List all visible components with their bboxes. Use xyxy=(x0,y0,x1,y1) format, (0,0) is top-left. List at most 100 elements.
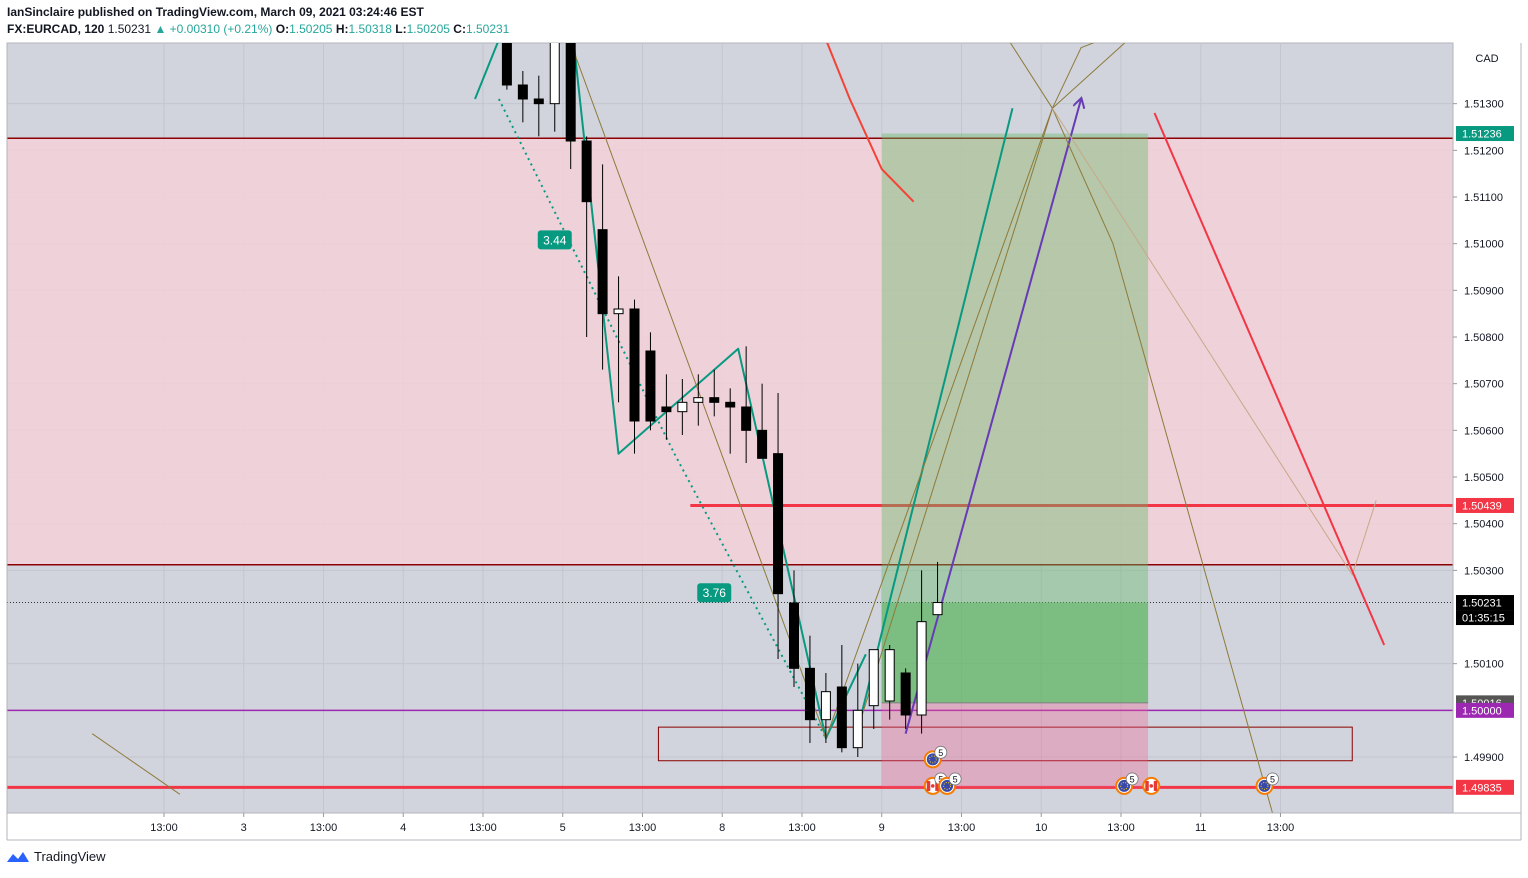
ca-flag-right xyxy=(1153,780,1158,791)
candle-bear xyxy=(789,602,799,669)
ratio-label-bg xyxy=(537,230,572,250)
candle-bear xyxy=(757,429,768,459)
ca-flag-left xyxy=(926,780,931,791)
maple-leaf-icon xyxy=(1149,784,1154,788)
eur-event-icon[interactable]: 5 xyxy=(938,772,962,795)
price-tag: 01:35:15 xyxy=(1456,610,1514,626)
eu-flag-icon xyxy=(926,753,939,766)
x-tick-label: 5 xyxy=(560,822,566,834)
time-axis xyxy=(7,813,1521,840)
eur-event-icon[interactable]: 5 xyxy=(1115,772,1139,795)
event-count-badge xyxy=(1266,772,1279,786)
candle-bull xyxy=(613,308,624,315)
y-tick-label: 1.50300 xyxy=(1464,565,1504,577)
open-label: O: xyxy=(275,22,290,36)
candle-bear xyxy=(741,406,752,431)
x-tick-label: 13:00 xyxy=(788,822,816,834)
candle-bear xyxy=(804,667,815,721)
supply-zone xyxy=(7,138,1453,565)
low-value: 1.50205 xyxy=(406,22,450,36)
eur-event-icon[interactable]: 5 xyxy=(1255,772,1279,795)
cad-event-icon[interactable] xyxy=(1142,776,1161,795)
candle-bear xyxy=(629,308,640,422)
y-tick-label: 1.50600 xyxy=(1464,425,1504,437)
event-count-badge xyxy=(948,772,962,786)
candle-bear xyxy=(900,672,911,716)
price-tag-bg xyxy=(1456,610,1514,626)
x-tick-label: 4 xyxy=(400,822,406,834)
event-count: 5 xyxy=(953,774,958,784)
candle-bull xyxy=(932,602,943,616)
candle-bull xyxy=(549,43,560,105)
open-value: 1.50205 xyxy=(289,22,333,36)
x-tick-label: 13:00 xyxy=(469,822,497,834)
price-tag-bg xyxy=(1456,702,1514,718)
event-count-badge xyxy=(934,745,948,759)
price-tag: 1.50000 xyxy=(1456,702,1514,718)
y-tick-label: 1.49900 xyxy=(1464,752,1504,764)
olive-3 xyxy=(1009,43,1095,109)
tradingview-brand: TradingView xyxy=(34,849,106,864)
event-count: 5 xyxy=(938,748,943,758)
eu-stars-icon xyxy=(1120,781,1129,790)
publisher-line: IanSinclaire published on TradingView.co… xyxy=(7,5,424,19)
eu-stars-icon xyxy=(1260,781,1269,790)
demand-box xyxy=(657,726,1353,762)
price-axis xyxy=(1453,43,1521,813)
price-tag-text: 1.50439 xyxy=(1462,500,1502,512)
position-stop-zone xyxy=(881,702,1149,788)
candle-bear xyxy=(501,43,512,86)
price-tag-bg xyxy=(1456,595,1514,611)
price-tag-text: 1.51236 xyxy=(1462,129,1502,141)
symbol-line: FX:EURCAD, 120 1.50231 ▲ +0.00310 (+0.21… xyxy=(7,22,509,36)
candle-bull xyxy=(820,691,831,721)
ca-flag-left xyxy=(1145,780,1149,791)
candle-bear xyxy=(661,406,672,413)
candle-bear xyxy=(709,397,720,403)
eu-flag-icon xyxy=(1118,779,1131,792)
x-tick-label: 13:00 xyxy=(310,822,338,834)
candle-bull xyxy=(677,401,688,413)
price-tag-text: 1.49835 xyxy=(1462,782,1502,794)
y-tick-label: 1.50400 xyxy=(1464,519,1504,531)
event-count: 5 xyxy=(938,774,943,784)
y-tick-label: 1.50700 xyxy=(1464,379,1504,391)
high-value: 1.50318 xyxy=(348,22,392,36)
eu-flag-icon xyxy=(1258,779,1271,792)
candle-bear xyxy=(565,43,576,142)
event-count: 5 xyxy=(1130,774,1135,784)
price-tag: 1.49835 xyxy=(1456,779,1514,795)
low-label: L: xyxy=(395,22,407,36)
x-tick-label: 13:00 xyxy=(150,822,178,834)
x-tick-label: 13:00 xyxy=(948,822,976,834)
purple-arrow xyxy=(904,99,1082,734)
x-tick-label: 13:00 xyxy=(1267,822,1295,834)
x-tick-label: 10 xyxy=(1035,822,1047,834)
ratio-label-bg xyxy=(697,583,732,603)
close-label: C: xyxy=(453,22,466,36)
candle-bear xyxy=(517,84,528,100)
candle-bull xyxy=(916,621,927,716)
y-tick-label: 1.51200 xyxy=(1464,145,1504,157)
candle-bull xyxy=(868,649,879,707)
eu-stars-icon xyxy=(943,781,952,790)
price-tag-text: 1.50231 xyxy=(1462,598,1502,610)
last-price: 1.50231 xyxy=(107,22,152,36)
price-tag: 1.50231 xyxy=(1456,595,1514,611)
ca-flag-right xyxy=(935,780,939,791)
close-value: 1.50231 xyxy=(465,22,510,36)
candle-bear xyxy=(773,453,784,595)
tradingview-footer[interactable]: TradingView xyxy=(6,849,106,864)
ratio-label-text: 3.76 xyxy=(703,586,727,600)
candle-bear xyxy=(597,229,608,315)
eur-event-icon[interactable]: 5 xyxy=(923,745,948,769)
x-tick-label: 3 xyxy=(241,822,247,834)
high-label: H: xyxy=(335,22,349,36)
price-tag: 1.51236 xyxy=(1456,126,1514,142)
candle-bear xyxy=(645,350,656,422)
price-tag-bg xyxy=(1456,779,1514,795)
symbol-name: FX:EURCAD, 120 xyxy=(7,22,105,36)
olive-left xyxy=(91,733,181,795)
candle-bear xyxy=(725,401,736,408)
